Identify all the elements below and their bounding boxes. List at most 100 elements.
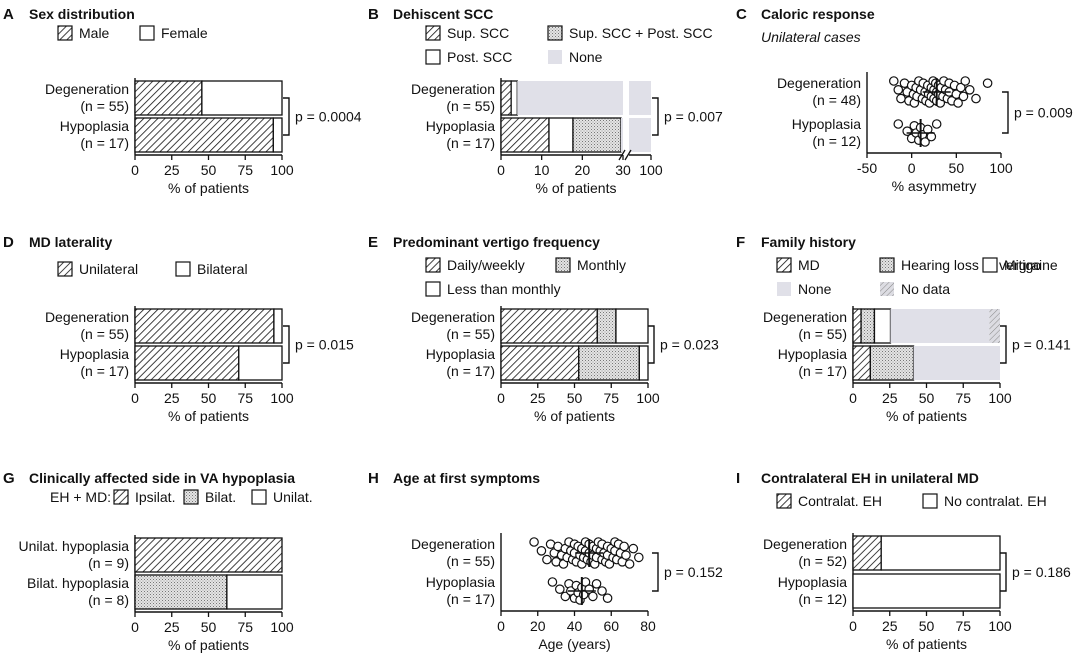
row-n: (n = 48) xyxy=(812,92,861,108)
row-label: Degeneration xyxy=(763,309,847,325)
legend-label: Unilat. xyxy=(273,489,313,505)
x-tick-label: 25 xyxy=(164,619,180,635)
legend-swatch xyxy=(425,281,441,297)
legend-swatch xyxy=(425,25,441,41)
bar-segment xyxy=(517,81,623,115)
legend-swatch xyxy=(776,257,792,273)
x-tick-label: 0 xyxy=(849,390,857,406)
panel-letter: A xyxy=(3,6,14,23)
legend-swatch xyxy=(555,257,571,273)
bar-segment xyxy=(860,308,876,344)
data-point xyxy=(955,82,966,93)
row-n: (n = 55) xyxy=(798,326,847,342)
legend-prefix: EH + MD: xyxy=(50,489,111,505)
x-tick-label: 100 xyxy=(989,160,1013,176)
bar-segment xyxy=(572,117,622,153)
legend-label: None xyxy=(798,281,832,297)
data-point xyxy=(591,578,602,589)
x-tick-label: 25 xyxy=(882,618,898,634)
bar-segment xyxy=(852,308,862,344)
bar-segment xyxy=(500,345,580,381)
significance-bracket xyxy=(652,552,659,592)
bar-segment xyxy=(134,345,240,381)
data-point xyxy=(958,91,969,102)
x-tick-label: 100 xyxy=(639,162,663,178)
bar-segment xyxy=(238,345,283,381)
bar-segment xyxy=(548,117,574,153)
bar-segment xyxy=(913,346,1000,380)
legend-swatch xyxy=(548,50,562,64)
bar-segment xyxy=(226,574,283,610)
bar-segment xyxy=(615,308,649,344)
row-label: Hypoplasia xyxy=(60,346,129,362)
data-point xyxy=(982,78,993,88)
bar-segment xyxy=(500,80,512,116)
x-tick-label: 20 xyxy=(530,618,546,634)
row-label: Hypoplasia xyxy=(426,118,495,134)
data-point xyxy=(619,541,629,552)
data-point xyxy=(621,550,631,560)
p-value: p = 0.007 xyxy=(664,109,723,125)
panel-i: I Contralateral EH in unilateral MD Contra… xyxy=(736,470,1071,652)
row-n: (n = 55) xyxy=(80,98,129,114)
panel-title: Dehiscent SCC xyxy=(393,6,493,22)
row-label: Degeneration xyxy=(45,309,129,325)
p-value: p = 0.023 xyxy=(660,337,719,353)
legend-swatch xyxy=(425,257,441,273)
data-point xyxy=(542,554,552,565)
row-label: Degeneration xyxy=(411,81,495,97)
legend-label: Bilat. xyxy=(205,489,236,505)
data-point xyxy=(602,593,613,603)
x-tick-label: 30 xyxy=(615,162,631,178)
x-axis-label: % of patients xyxy=(886,408,967,424)
legend-swatch xyxy=(183,489,199,505)
significance-bracket xyxy=(1002,91,1009,134)
row-label: Bilat. hypoplasia xyxy=(27,575,129,591)
p-value: p = 0.152 xyxy=(664,564,723,580)
bar-segment xyxy=(620,118,623,152)
x-tick-label: 100 xyxy=(636,390,660,406)
legend-label: None xyxy=(569,49,603,65)
row-n: (n = 12) xyxy=(798,591,847,607)
data-point xyxy=(547,577,558,587)
x-tick-label: 50 xyxy=(949,160,965,176)
p-value: p = 0.186 xyxy=(1012,564,1071,580)
row-n: (n = 17) xyxy=(446,135,495,151)
bar-segment xyxy=(134,537,283,573)
legend-label: No data xyxy=(901,281,950,297)
panel-title: Age at first symptoms xyxy=(393,470,540,486)
significance-bracket xyxy=(1000,325,1007,364)
bar-segment xyxy=(596,308,617,344)
x-tick-label: 0 xyxy=(908,160,916,176)
legend-label: No contralat. EH xyxy=(944,493,1047,509)
row-label: Degeneration xyxy=(777,75,861,91)
data-point xyxy=(893,119,904,129)
x-tick-label: 40 xyxy=(567,618,583,634)
data-point xyxy=(529,537,539,547)
panel-letter: F xyxy=(736,234,745,251)
p-value: p = 0.0004 xyxy=(295,109,362,125)
panel-letter: I xyxy=(736,470,740,487)
panel-title: Clinically affected side in VA hypoplasi… xyxy=(29,470,295,486)
x-tick-label: 100 xyxy=(270,162,294,178)
row-label: Degeneration xyxy=(411,309,495,325)
row-n: (n = 8) xyxy=(88,592,129,608)
bar-segment xyxy=(500,117,550,153)
x-axis-label: % of patients xyxy=(168,180,249,196)
x-tick-label: 0 xyxy=(131,390,139,406)
x-tick-label: 75 xyxy=(955,618,971,634)
row-label: Degeneration xyxy=(763,536,847,552)
bar-segment xyxy=(852,535,882,571)
row-n: (n = 55) xyxy=(446,553,495,569)
panel-d: D MD laterality Unilateral Bilateral Degener… xyxy=(3,234,354,424)
data-point xyxy=(971,93,981,104)
significance-bracket xyxy=(283,325,290,364)
data-point xyxy=(896,93,906,104)
row-label: Hypoplasia xyxy=(778,346,847,362)
data-point xyxy=(624,559,635,569)
legend-swatch xyxy=(113,489,129,505)
axis-break-mark xyxy=(618,149,626,161)
p-value: p = 0.009 xyxy=(1014,105,1073,121)
p-value: p = 0.141 xyxy=(1012,337,1071,353)
x-tick-label: 0 xyxy=(131,162,139,178)
